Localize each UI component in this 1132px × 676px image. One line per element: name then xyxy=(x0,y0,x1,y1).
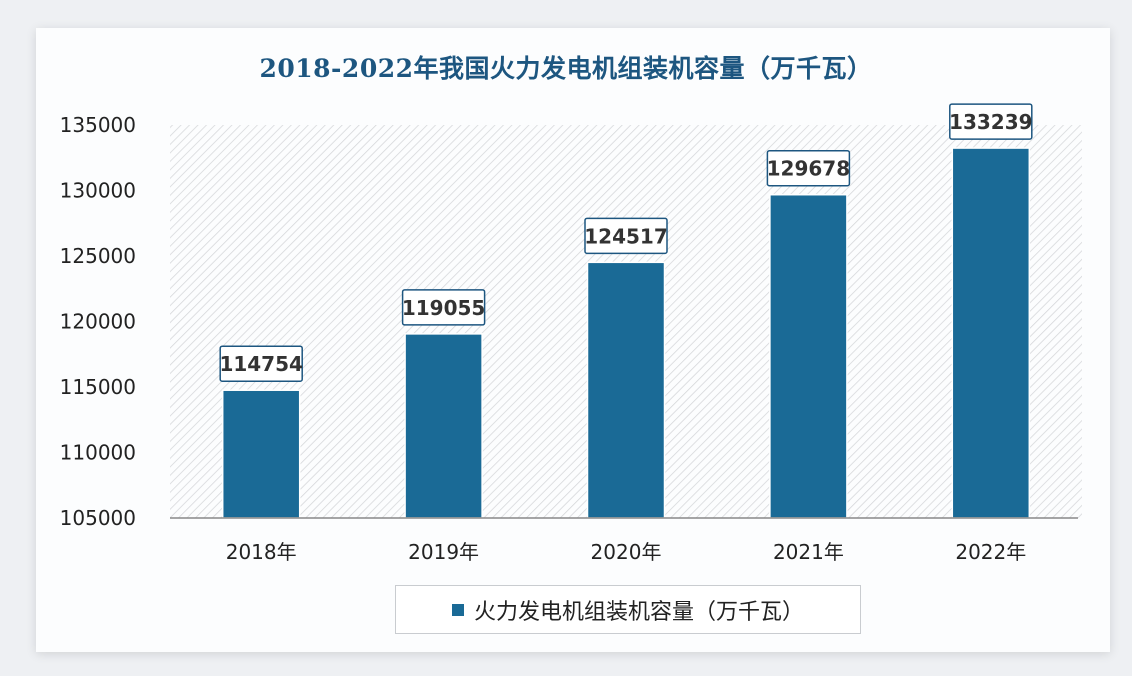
data-label-box xyxy=(766,149,851,187)
data-label: 119055 xyxy=(402,296,486,320)
y-tick-label: 105000 xyxy=(60,506,136,530)
bar xyxy=(221,389,301,519)
bar xyxy=(769,193,848,519)
x-tick-label: 2021年 xyxy=(773,540,844,564)
data-label-box xyxy=(584,217,668,255)
data-label: 129678 xyxy=(767,157,851,181)
y-tick-label: 120000 xyxy=(60,310,136,334)
bar xyxy=(404,333,483,519)
x-tick-label: 2018年 xyxy=(226,540,297,564)
y-tick-label: 130000 xyxy=(60,179,136,203)
y-tick-label: 110000 xyxy=(60,441,136,465)
legend-label: 火力发电机组装机容量（万千瓦） xyxy=(473,599,804,625)
y-tick-label: 135000 xyxy=(60,113,136,137)
data-label: 133239 xyxy=(949,110,1033,134)
legend: 火力发电机组装机容量（万千瓦） xyxy=(395,585,861,634)
data-label: 124517 xyxy=(584,224,668,248)
x-tick-label: 2022年 xyxy=(955,540,1026,564)
data-label: 114754 xyxy=(219,352,303,376)
x-tick-label: 2019年 xyxy=(408,540,479,564)
data-label-box xyxy=(401,289,486,326)
y-tick-label: 125000 xyxy=(60,244,136,268)
data-label-box xyxy=(949,103,1033,140)
y-tick-label: 115000 xyxy=(60,375,136,399)
data-label-box xyxy=(219,345,303,382)
bar xyxy=(586,261,666,519)
chart-title: 2018-2022年我国火力发电机组装机容量（万千瓦） xyxy=(259,54,873,83)
x-tick-label: 2020年 xyxy=(591,540,662,564)
bar xyxy=(951,147,1031,519)
legend-swatch xyxy=(451,603,464,616)
